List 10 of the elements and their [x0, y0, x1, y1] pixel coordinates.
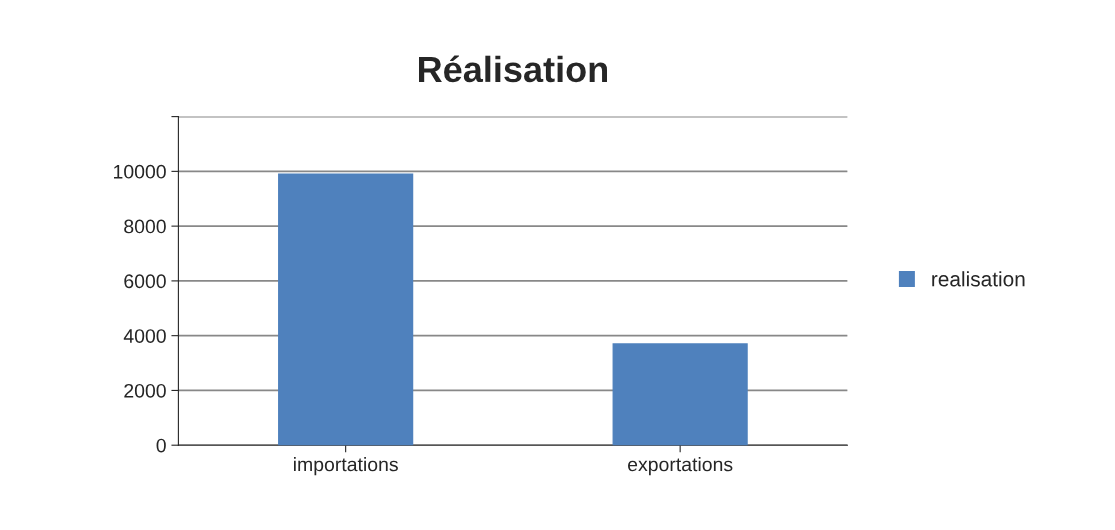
y-tick-label: 10000 [114, 164, 166, 179]
x-tick-label: exportations [628, 457, 733, 476]
x-tick-label: importations [294, 457, 398, 476]
y-tick-label: 6000 [124, 274, 166, 289]
y-tick-label: 4000 [123, 329, 166, 343]
legend-label: realisation [932, 271, 1025, 287]
y-tick-label: 2000 [124, 383, 166, 398]
y-tick-label: 8000 [124, 219, 166, 234]
y-tick-label: 0 [156, 438, 166, 453]
chart-title: Réalisation [419, 55, 607, 83]
